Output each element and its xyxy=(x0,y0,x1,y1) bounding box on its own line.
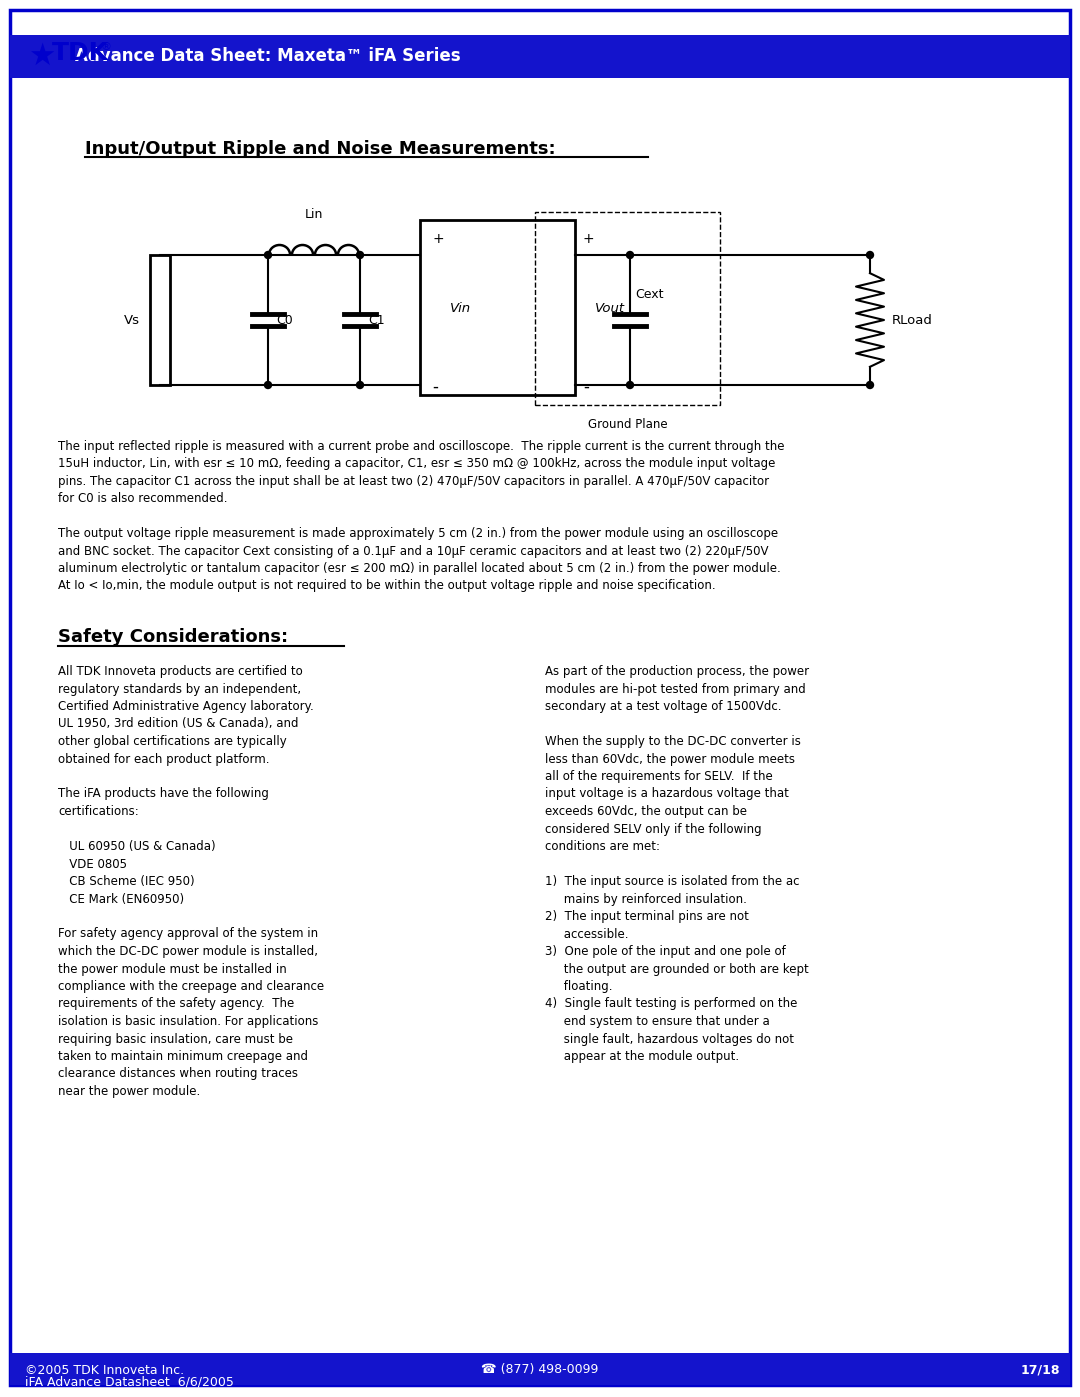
Text: Vs: Vs xyxy=(124,313,140,327)
Text: ☎ (877) 498-0099: ☎ (877) 498-0099 xyxy=(482,1363,598,1376)
Text: -: - xyxy=(583,379,589,395)
Text: C1: C1 xyxy=(368,313,384,327)
Text: Vin: Vin xyxy=(450,302,471,314)
Text: +: + xyxy=(432,232,444,246)
Circle shape xyxy=(356,251,364,258)
Bar xyxy=(10,1354,1070,1384)
Text: The output voltage ripple measurement is made approximately 5 cm (2 in.) from th: The output voltage ripple measurement is… xyxy=(58,527,781,592)
Text: Lin: Lin xyxy=(305,208,323,221)
Circle shape xyxy=(626,251,634,258)
Text: ®: ® xyxy=(102,42,112,52)
Text: Ground Plane: Ground Plane xyxy=(588,418,667,432)
Text: -: - xyxy=(432,379,437,395)
Text: Vout: Vout xyxy=(595,302,625,314)
Bar xyxy=(10,35,1070,78)
Text: The input reflected ripple is measured with a current probe and oscilloscope.  T: The input reflected ripple is measured w… xyxy=(58,440,784,506)
Text: 17/18: 17/18 xyxy=(1021,1363,1059,1376)
Circle shape xyxy=(626,381,634,388)
Text: C0: C0 xyxy=(276,313,293,327)
Text: Cext: Cext xyxy=(635,289,663,302)
Bar xyxy=(150,256,170,386)
Text: ©2005 TDK Innoveta Inc.: ©2005 TDK Innoveta Inc. xyxy=(25,1365,184,1377)
Text: iFA Advance Datasheet  6/6/2005: iFA Advance Datasheet 6/6/2005 xyxy=(25,1376,234,1389)
Text: Input/Output Ripple and Noise Measurements:: Input/Output Ripple and Noise Measuremen… xyxy=(85,140,555,158)
Text: TDK: TDK xyxy=(52,41,109,66)
Text: RLoad: RLoad xyxy=(892,313,933,327)
Circle shape xyxy=(265,381,271,388)
Text: Advance Data Sheet: Maxeta™ iFA Series: Advance Data Sheet: Maxeta™ iFA Series xyxy=(75,47,461,66)
Text: All TDK Innoveta products are certified to
regulatory standards by an independen: All TDK Innoveta products are certified … xyxy=(58,665,324,1098)
Text: As part of the production process, the power
modules are hi-pot tested from prim: As part of the production process, the p… xyxy=(545,665,809,1063)
Circle shape xyxy=(356,381,364,388)
Text: +: + xyxy=(583,232,595,246)
Text: ★: ★ xyxy=(28,42,55,70)
Bar xyxy=(535,212,720,405)
Circle shape xyxy=(866,381,874,388)
Text: Safety Considerations:: Safety Considerations: xyxy=(58,629,288,645)
Bar xyxy=(420,219,575,395)
Circle shape xyxy=(866,251,874,258)
Circle shape xyxy=(265,251,271,258)
